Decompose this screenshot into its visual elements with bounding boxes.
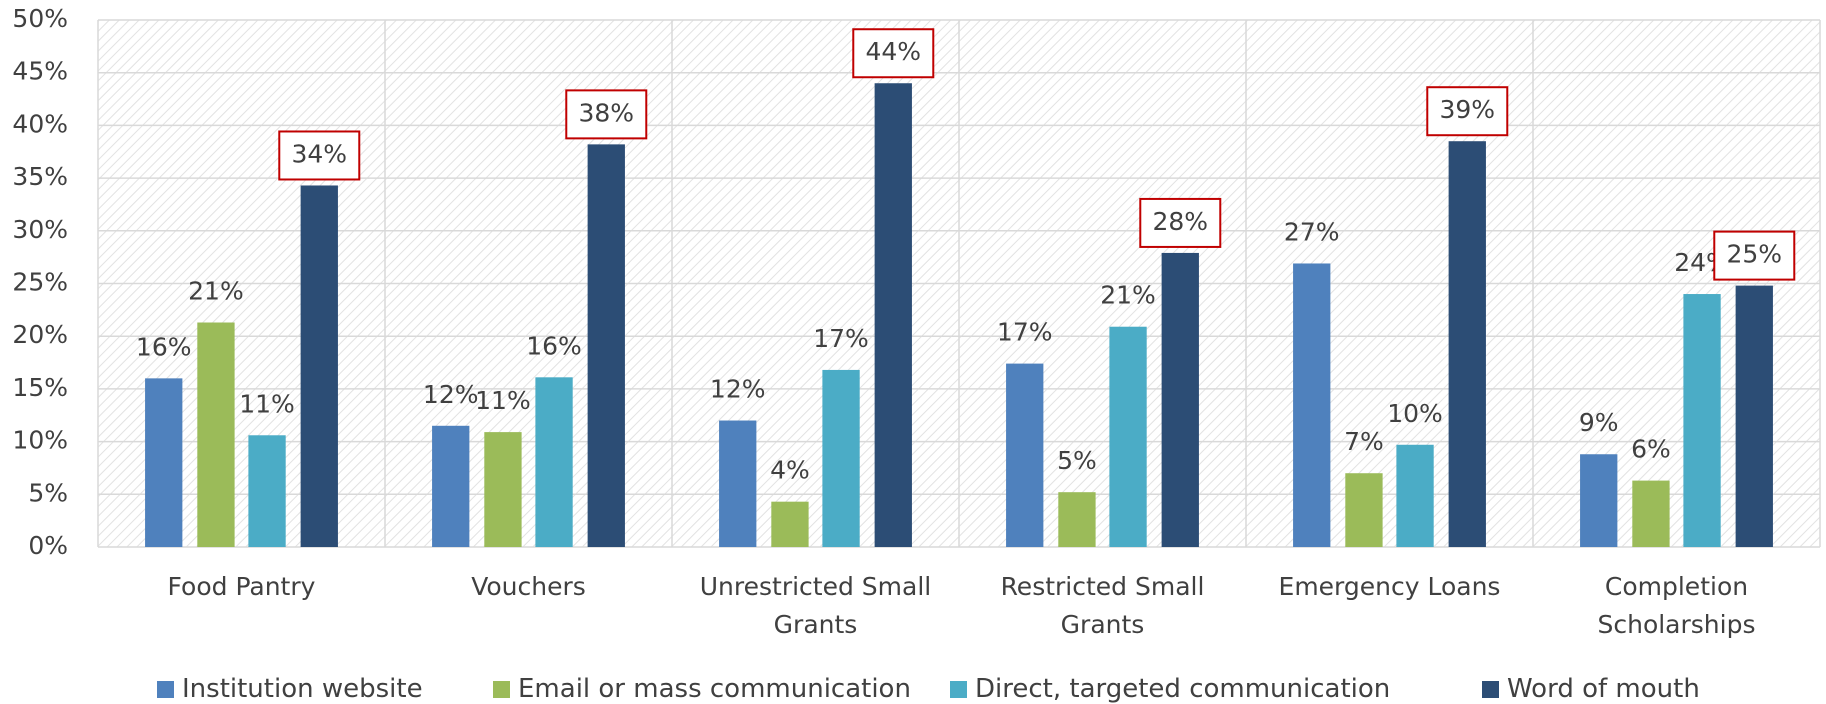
legend-label: Word of mouth <box>1507 674 1700 704</box>
data-label: 11% <box>475 386 531 415</box>
label-box <box>565 89 648 140</box>
label-box <box>1713 230 1796 281</box>
data-label: 16% <box>526 331 582 360</box>
y-tick-label: 35% <box>12 162 68 191</box>
data-label: 12% <box>710 375 766 404</box>
bar <box>874 83 912 548</box>
data-label: 28% <box>1152 207 1208 236</box>
data-label: 21% <box>188 276 244 305</box>
label-box <box>278 130 361 181</box>
data-label: 7% <box>1344 427 1384 456</box>
bar <box>1580 454 1618 547</box>
legend-label: Institution website <box>182 674 423 704</box>
legend-item: Direct, targeted communication <box>950 674 1390 704</box>
bar <box>1058 492 1096 547</box>
bar <box>1396 444 1434 547</box>
y-tick-label: 30% <box>12 215 68 244</box>
bar <box>1735 285 1773 547</box>
bar <box>822 369 860 547</box>
y-tick-label: 20% <box>12 320 68 349</box>
bar <box>1448 141 1486 547</box>
y-tick-label: 45% <box>12 57 68 86</box>
bar <box>1632 480 1670 547</box>
y-tick-label: 40% <box>12 109 68 138</box>
bar <box>1006 363 1044 547</box>
legend-label: Email or mass communication <box>518 674 911 704</box>
label-box <box>1139 197 1222 248</box>
bar <box>484 432 522 547</box>
bar <box>432 425 470 547</box>
legend-item: Institution website <box>157 674 423 704</box>
bar <box>197 322 235 547</box>
data-label: 39% <box>1439 95 1495 124</box>
data-label: 6% <box>1631 435 1671 464</box>
x-tick-label: Unrestricted Small Grants <box>699 572 932 639</box>
data-label: 16% <box>136 332 192 361</box>
y-tick-label: 10% <box>12 426 68 455</box>
x-tick-label: Emergency Loans <box>1278 572 1501 601</box>
data-label: 21% <box>1100 281 1156 310</box>
legend-item: Word of mouth <box>1482 674 1700 704</box>
data-label: 44% <box>865 37 921 66</box>
bar <box>719 420 757 547</box>
bar <box>587 144 625 547</box>
label-box <box>852 28 935 79</box>
bar <box>1293 263 1331 547</box>
data-label: 17% <box>997 318 1053 347</box>
x-tick-label: Completion Scholarships <box>1597 572 1756 639</box>
y-tick-label: 5% <box>28 478 68 507</box>
data-label: 5% <box>1057 446 1097 475</box>
legend-label: Direct, targeted communication <box>975 674 1391 704</box>
data-label: 10% <box>1387 399 1443 428</box>
legend-swatch <box>157 681 174 698</box>
bar <box>535 377 573 547</box>
data-label: 34% <box>291 139 347 168</box>
bar <box>1683 294 1721 547</box>
data-label: 17% <box>813 324 869 353</box>
data-label: 27% <box>1284 217 1340 246</box>
bar <box>300 185 338 547</box>
label-box <box>1426 86 1509 137</box>
x-tick-label: Restricted Small Grants <box>1000 572 1205 639</box>
legend-item: Email or mass communication <box>493 674 911 704</box>
y-tick-label: 0% <box>28 531 68 560</box>
data-label: 25% <box>1726 240 1782 269</box>
bar <box>771 501 809 547</box>
y-tick-label: 25% <box>12 268 68 297</box>
x-tick-label: Vouchers <box>471 572 586 601</box>
bar <box>1109 326 1147 547</box>
bar <box>1161 252 1199 547</box>
data-label: 9% <box>1579 408 1619 437</box>
bar <box>248 435 286 547</box>
data-label: 12% <box>423 380 479 409</box>
y-tick-label: 50% <box>12 4 68 33</box>
data-label: 4% <box>770 456 810 485</box>
x-tick-label: Food Pantry <box>167 572 316 601</box>
data-label: 38% <box>578 98 634 127</box>
bar <box>145 378 183 547</box>
legend-swatch <box>493 681 510 698</box>
y-tick-label: 15% <box>12 373 68 402</box>
data-label: 11% <box>239 389 295 418</box>
bar <box>1345 473 1383 547</box>
legend-swatch <box>950 681 967 698</box>
legend-swatch <box>1482 681 1499 698</box>
